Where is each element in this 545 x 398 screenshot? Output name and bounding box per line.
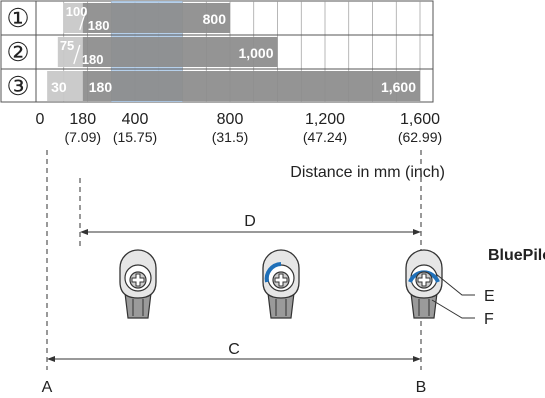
min-range-bar: [57, 37, 83, 67]
arrow-left-C: [47, 356, 55, 362]
label-F: F: [484, 311, 494, 328]
max-range-bar: [82, 37, 278, 67]
tick-sublabel: (47.24): [303, 129, 347, 145]
row-label: ③: [6, 71, 29, 101]
bluepilot-arc: [264, 262, 282, 283]
tick-sublabel: (31.5): [212, 129, 249, 145]
tick-label: 800: [217, 111, 244, 128]
arrow-right-C: [413, 356, 421, 362]
tick-sublabel: (7.09): [64, 129, 101, 145]
arrow-left-D: [80, 229, 88, 235]
min-range-label: 30: [51, 79, 67, 95]
sensor-3: [405, 249, 443, 319]
plus-icon: [131, 273, 145, 287]
row-label-column: [0, 0, 37, 103]
max-range-bar: [82, 71, 420, 101]
min-range-bar: [47, 71, 83, 101]
tick-label: 1,200: [305, 111, 345, 128]
tick-sublabel: (15.75): [113, 129, 157, 145]
min-range-label: 75: [60, 38, 74, 53]
row-label: ②: [6, 37, 29, 67]
min-range-label: 100: [66, 4, 88, 19]
axis-title: Distance in mm (inch): [290, 164, 445, 181]
tick-label: 0: [36, 111, 45, 128]
max-range-label: 800: [203, 11, 227, 27]
max-range-label: 1,000: [238, 45, 273, 61]
axis-ticks: 0 180(7.09) 400(15.75) 800(31.5) 1,200(47.24…: [36, 111, 443, 145]
arrow-right-D: [413, 229, 421, 235]
max-range-label: 1,600: [381, 79, 416, 95]
tick-label: 180: [69, 111, 96, 128]
sensor-2: [262, 249, 300, 319]
label-C: C: [228, 341, 240, 358]
mid-range-label: 180: [88, 18, 110, 33]
mid-range-label: 180: [82, 52, 104, 67]
leaders: [431, 273, 475, 319]
min-range-bar: [63, 3, 83, 33]
leader-F: [431, 299, 475, 319]
label-D: D: [244, 213, 256, 230]
fraction-slash: [79, 10, 87, 31]
leader-E: [435, 273, 475, 296]
sensor-1: [119, 249, 157, 319]
fraction-slash: [73, 44, 81, 65]
plus-icon: [274, 273, 288, 287]
dimension-lines: [46, 150, 422, 370]
sensor-illustrations: [119, 249, 443, 319]
label-E: E: [484, 288, 495, 305]
tick-label: 400: [122, 111, 149, 128]
arrowheads: [47, 229, 421, 362]
tick-sublabel: (62.99): [398, 129, 442, 145]
distance-axis: 0 180(7.09) 400(15.75) 800(31.5) 1,200(47.24…: [36, 111, 445, 181]
max-range-bar: [82, 3, 230, 33]
tick-label: 1,600: [400, 111, 440, 128]
bluepilot-label: BluePilot: [488, 247, 545, 264]
label-B: B: [416, 379, 427, 396]
mid-range-label: 180: [89, 79, 113, 95]
label-A: A: [42, 379, 53, 396]
row-label: ①: [6, 3, 29, 33]
plus-icon: [417, 273, 431, 287]
